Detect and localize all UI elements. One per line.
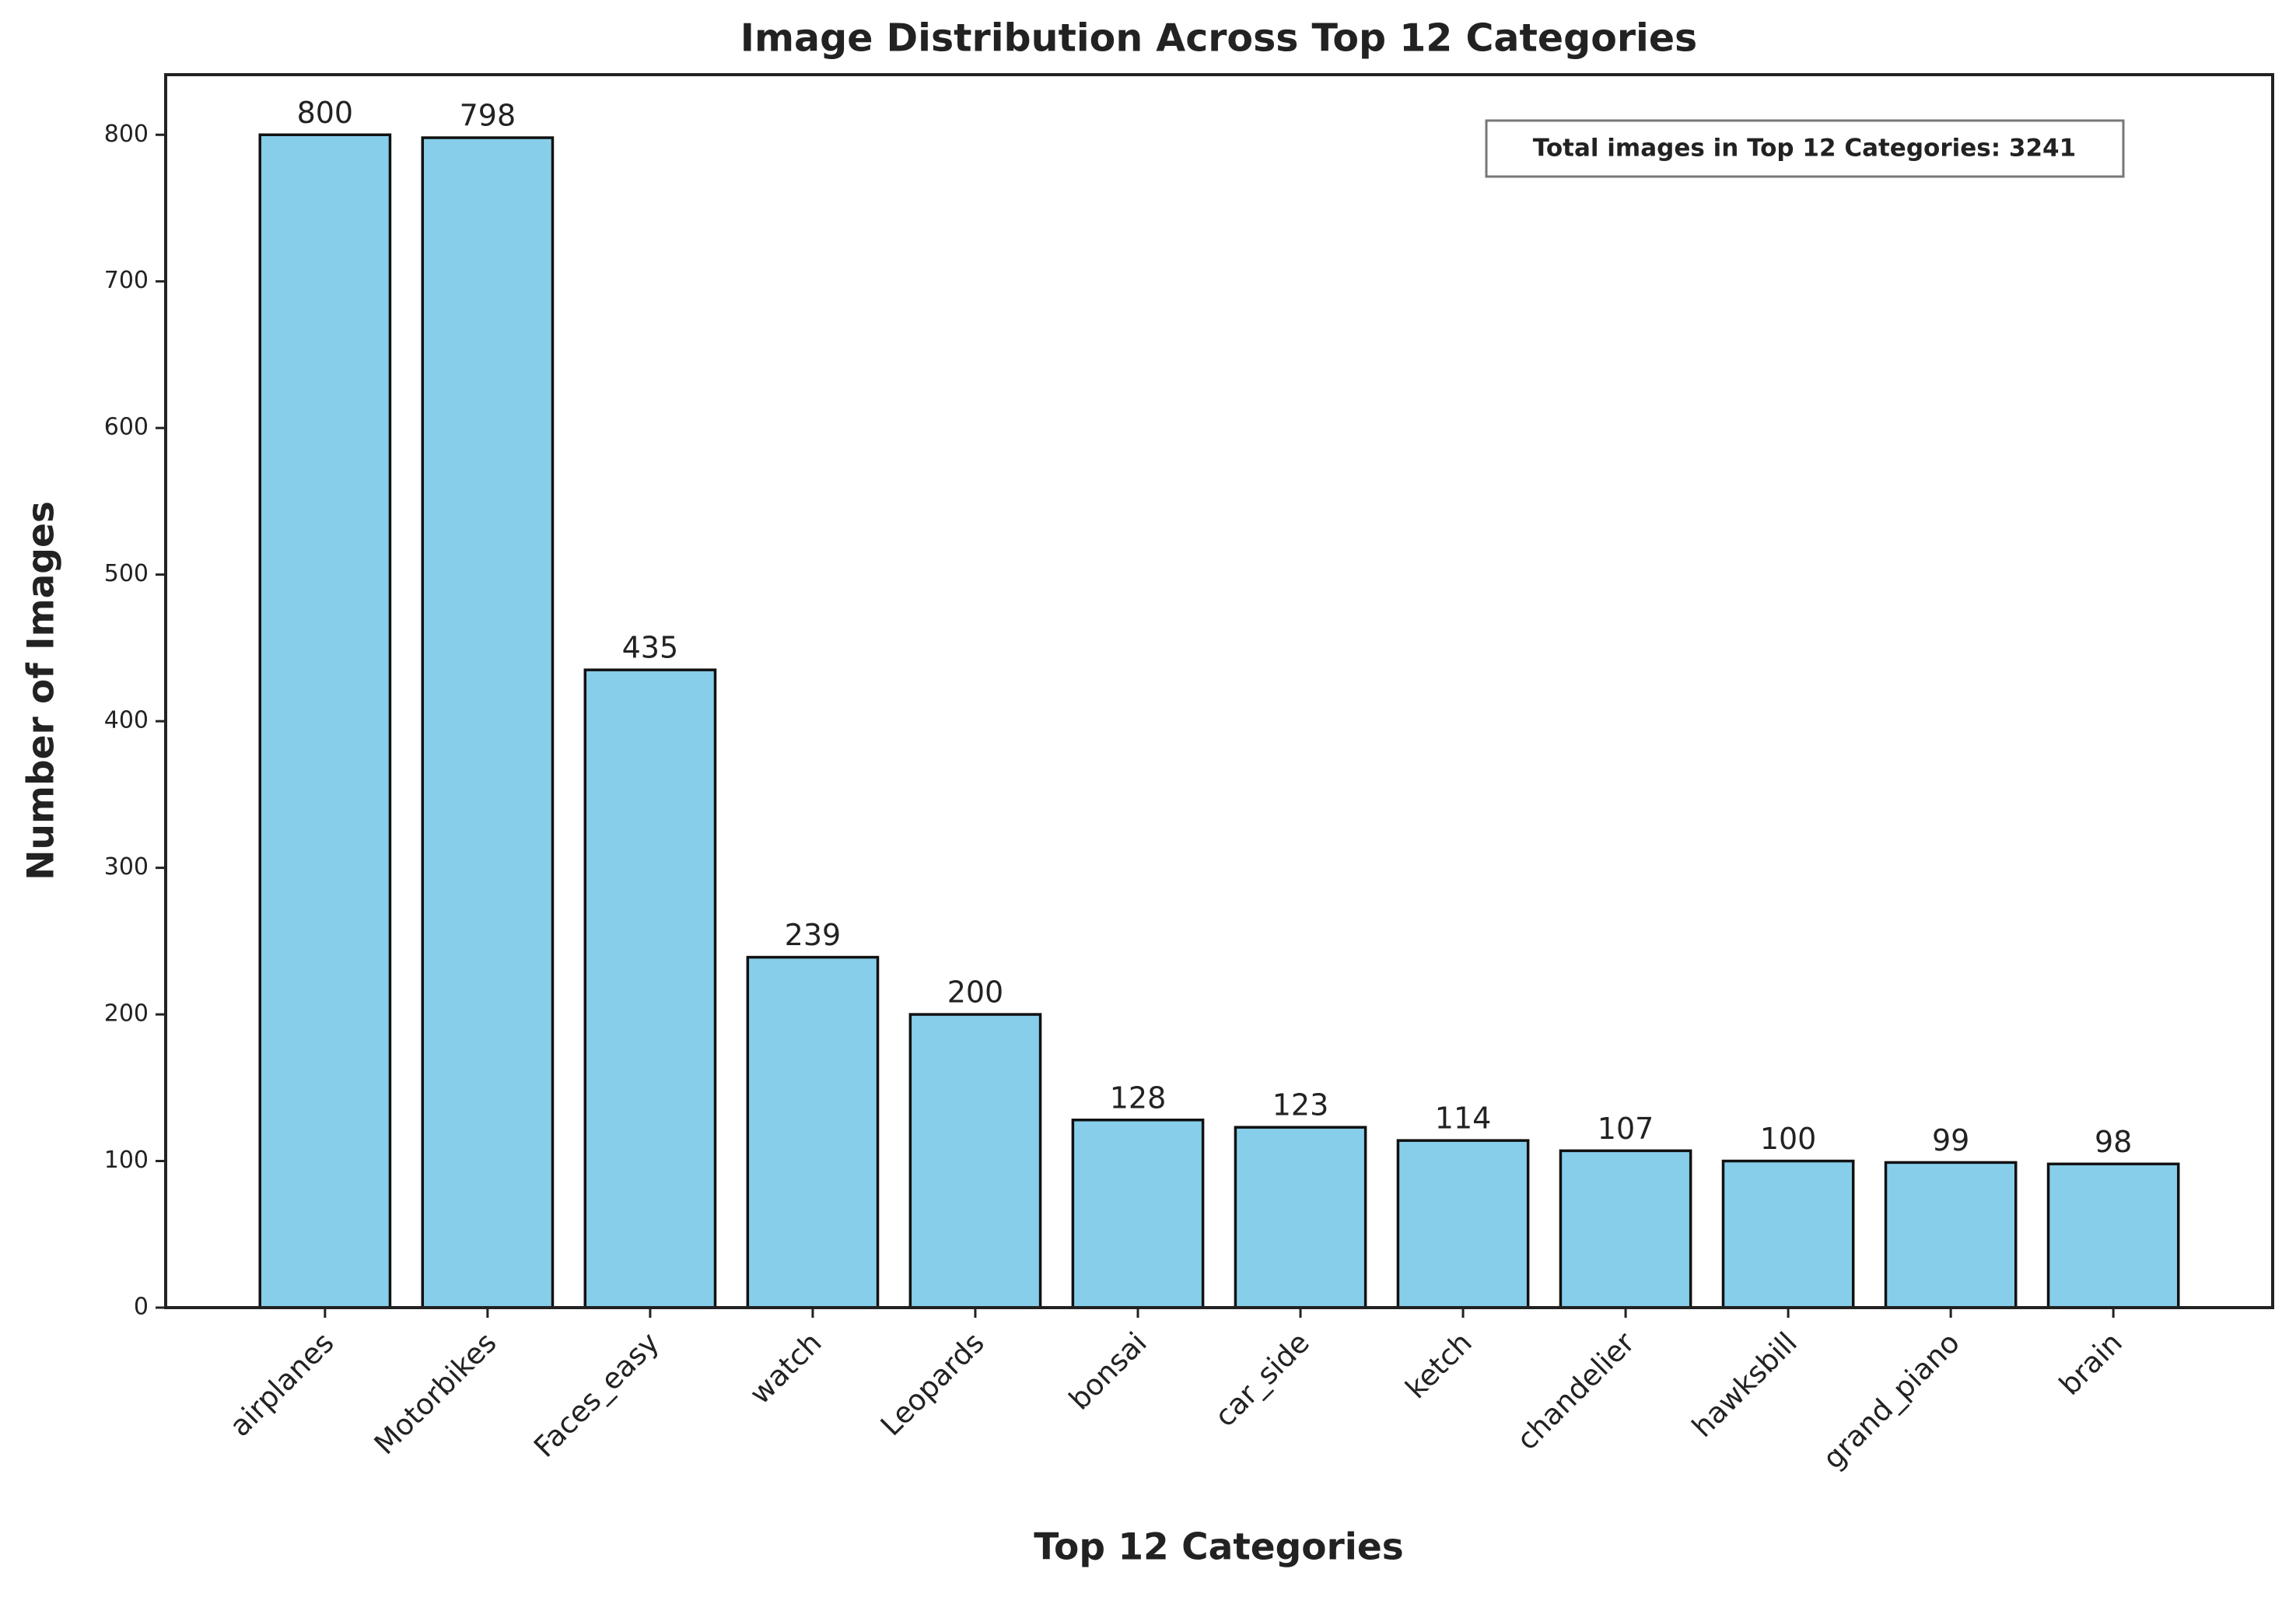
value-label: 114 [1435, 1101, 1492, 1136]
bar [421, 136, 555, 1309]
bar [1721, 1159, 1855, 1309]
y-tick-label: 300 [104, 853, 149, 881]
x-tick-label: Leopards [874, 1326, 991, 1442]
bar [1071, 1119, 1205, 1309]
bar [583, 668, 717, 1309]
y-tick-label: 700 [104, 267, 149, 294]
y-tick-label: 200 [104, 1000, 149, 1028]
y-axis-label: Number of Images [20, 501, 63, 881]
bar [1884, 1161, 2018, 1309]
value-label: 98 [2095, 1125, 2132, 1159]
value-label: 798 [460, 99, 516, 133]
x-tick-label: car_side [1209, 1326, 1316, 1433]
value-label: 107 [1598, 1112, 1654, 1146]
y-tick-label: 800 [104, 121, 149, 148]
x-tick-label: hawksbill [1685, 1326, 1804, 1444]
x-tick-label: airplanes [223, 1326, 341, 1443]
x-tick-label: ketch [1399, 1326, 1479, 1405]
value-label: 435 [622, 631, 679, 665]
bar [1559, 1149, 1692, 1309]
value-label: 200 [947, 975, 1004, 1010]
value-label: 800 [297, 96, 354, 130]
value-label: 123 [1272, 1088, 1329, 1122]
y-tick-label: 100 [104, 1147, 149, 1174]
y-tick-label: 600 [104, 414, 149, 441]
axes-frame [164, 73, 2274, 1309]
annotation-box [1485, 119, 2125, 178]
y-tick-label: 0 [134, 1294, 149, 1321]
x-tick-label: brain [2053, 1326, 2129, 1402]
value-label: 128 [1110, 1080, 1167, 1115]
y-tick-label: 400 [104, 707, 149, 734]
y-tick-label: 500 [104, 560, 149, 587]
bar [2046, 1162, 2180, 1309]
bar [1396, 1139, 1530, 1309]
bar [258, 133, 392, 1309]
value-label: 100 [1760, 1122, 1817, 1156]
annotation: Total images in Top 12 Categories: 3241 [1533, 135, 2076, 163]
chart-title: Image Distribution Across Top 12 Categor… [740, 16, 1697, 61]
x-tick-label: Motorbikes [368, 1326, 503, 1461]
x-tick-label: bonsai [1062, 1326, 1153, 1417]
x-axis-label: Top 12 Categories [1034, 1526, 1404, 1569]
x-tick-label: grand_piano [1816, 1326, 1966, 1476]
bar [1234, 1126, 1367, 1309]
x-tick-label: watch [744, 1326, 828, 1410]
value-label: 239 [785, 918, 842, 952]
bar [908, 1013, 1042, 1309]
x-tick-label: Faces_easy [527, 1326, 666, 1464]
value-label: 99 [1932, 1123, 1969, 1157]
x-tick-label: chandelier [1510, 1326, 1642, 1457]
bar [746, 955, 880, 1309]
